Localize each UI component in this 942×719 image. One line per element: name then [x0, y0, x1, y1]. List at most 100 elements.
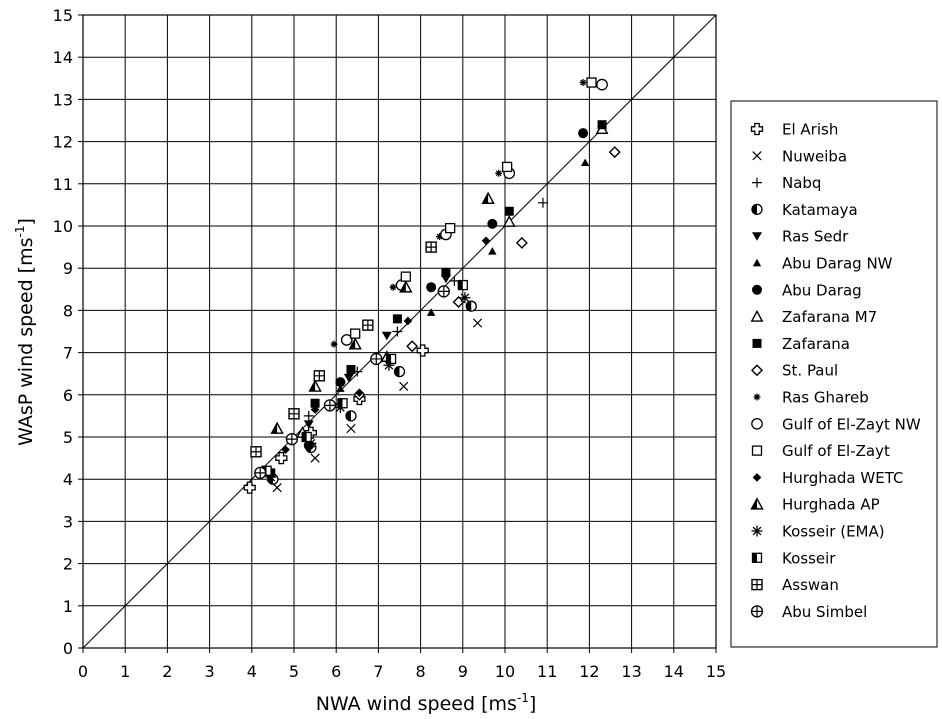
data-point: [481, 236, 491, 246]
legend-label: Nuweiba: [782, 147, 847, 165]
data-point: [301, 431, 312, 443]
data-point: [399, 381, 409, 391]
legend-label: St. Paul: [782, 362, 838, 380]
x-tick-label: 10: [495, 662, 515, 681]
data-point: [345, 410, 357, 422]
x-tick-labels: 0 1 2 3 4 5 6 7 8 9 10 11 12 13 14 15: [78, 662, 726, 681]
legend-marker: [751, 203, 763, 216]
legend-marker: [750, 122, 764, 136]
x-tick-label: 13: [621, 662, 641, 681]
y-tick-label: 9: [63, 259, 73, 278]
data-point: [495, 169, 503, 177]
legend-label: Zafarana M7: [782, 308, 877, 326]
legend-item: Nuweiba: [752, 147, 847, 165]
legend-item: Abu Darag NW: [752, 255, 893, 273]
y-tick-label: 12: [53, 133, 73, 152]
data-point: [597, 120, 607, 130]
data-point: [586, 77, 597, 88]
data-point: [381, 331, 392, 341]
series-gulf-of-el-zayt-nw: [340, 78, 608, 346]
legend-item: Ras Ghareb: [753, 389, 869, 407]
x-tick-label: 12: [579, 662, 599, 681]
series-ras-ghareb: [330, 79, 587, 348]
legend-label: Abu Simbel: [782, 603, 867, 621]
series-kosseir: [261, 279, 468, 476]
data-point: [392, 314, 402, 324]
data-point: [340, 334, 353, 346]
legend-label: Katamaya: [782, 201, 858, 219]
data-point: [346, 423, 356, 434]
series-zafarana: [266, 120, 607, 478]
data-point: [303, 410, 314, 421]
data-point: [416, 344, 429, 357]
series-hurghada-ap: [270, 191, 495, 434]
data-point: [444, 222, 456, 234]
legend-box: [730, 100, 938, 648]
y-tick-label: 8: [63, 301, 73, 320]
data-point: [425, 241, 437, 253]
legend-marker: [753, 393, 761, 401]
legend-label: Hurghada AP: [782, 496, 880, 514]
data-point: [254, 466, 267, 480]
legend-item: Gulf of El-Zayt: [751, 442, 890, 460]
legend-marker: [752, 284, 762, 295]
data-point: [285, 432, 299, 446]
data-point: [336, 384, 345, 392]
legend-label: Ras Sedr: [782, 228, 849, 246]
data-point: [330, 340, 338, 348]
data-point: [502, 215, 516, 227]
legend-item: Gulf of El-Zayt NW: [751, 415, 921, 433]
legend-label: Gulf of El-Zayt NW: [782, 415, 921, 433]
data-point: [392, 326, 403, 337]
data-point: [515, 236, 528, 249]
legend-label: Abu Darag: [782, 281, 862, 299]
data-point: [436, 233, 444, 241]
y-tick-label: 1: [63, 597, 73, 616]
data-point: [383, 359, 395, 371]
y-tick-label: 10: [53, 217, 73, 236]
data-point: [281, 445, 290, 454]
legend-label: Nabq: [782, 174, 821, 192]
x-tick-label: 3: [205, 662, 215, 681]
x-tick-label: 2: [162, 662, 172, 681]
data-point: [348, 337, 362, 350]
legend-item: Hurghada AP: [750, 496, 880, 514]
legend-marker: [751, 552, 763, 563]
legend-marker: [750, 605, 764, 618]
y-tick-label: 3: [63, 512, 73, 531]
legend-label: Kosseir: [782, 549, 836, 567]
x-tick-label: 14: [664, 662, 684, 681]
data-point: [400, 271, 411, 282]
y-tick-label: 5: [63, 428, 73, 447]
legend-marker: [752, 258, 762, 267]
data-point: [323, 399, 337, 412]
data-point: [313, 370, 326, 382]
y-tick-label: 15: [53, 6, 73, 25]
data-point: [370, 352, 383, 366]
legend: El Arish Nuweiba Nabq Katamaya Ras Sedr Abu D…: [730, 100, 938, 648]
y-tick-label: 2: [63, 555, 73, 574]
legend-marker: [750, 309, 764, 322]
y-tick-label: 14: [53, 48, 73, 67]
legend-label: Asswan: [782, 576, 839, 594]
y-axis-label: WAsP wind speed [ms-1]: [13, 218, 37, 446]
legend-marker: [751, 364, 763, 377]
data-point: [465, 300, 477, 312]
x-tick-label: 4: [247, 662, 257, 681]
grid: [83, 15, 716, 648]
legend-marker: [752, 177, 762, 188]
legend-item: Zafarana: [752, 335, 850, 353]
plot-frame-group: [78, 14, 717, 653]
data-point: [303, 420, 314, 429]
x-tick-label: 15: [706, 662, 726, 681]
data-point: [275, 451, 288, 465]
x-axis-label: NWA wind speed [ms-1]: [316, 691, 537, 715]
legend-label: El Arish: [782, 121, 838, 139]
data-point: [472, 318, 483, 328]
y-tick-label: 13: [53, 90, 73, 109]
legend-marker: [751, 417, 763, 430]
data-point: [441, 267, 451, 277]
legend-label: Abu Darag NW: [782, 255, 893, 273]
data-point: [437, 285, 450, 298]
